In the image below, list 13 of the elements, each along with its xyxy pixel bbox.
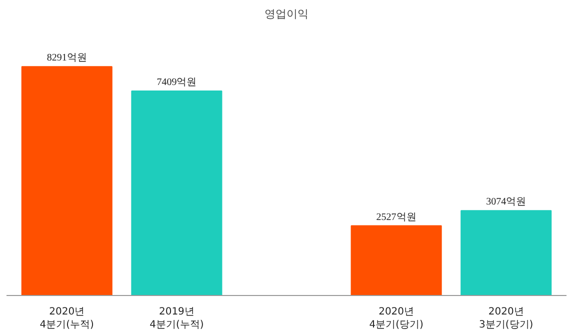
x-tick-label: 2020년 4분기(누적) <box>40 306 94 331</box>
data-label: 2527억원 <box>376 212 416 223</box>
x-tick-label: 2019년 4분기(누적) <box>150 306 204 331</box>
x-tick-label: 2020년 4분기(당기) <box>369 306 424 331</box>
bar <box>350 225 442 296</box>
bar <box>460 210 552 296</box>
chart-title: 영업이익 <box>264 8 308 20</box>
bar <box>21 66 112 296</box>
bar <box>131 90 222 296</box>
data-label: 3074억원 <box>486 196 526 208</box>
data-label: 7409억원 <box>156 77 197 88</box>
x-tick-label: 2020년 3분기(당기) <box>479 306 534 331</box>
data-label: 8291억원 <box>46 52 87 64</box>
